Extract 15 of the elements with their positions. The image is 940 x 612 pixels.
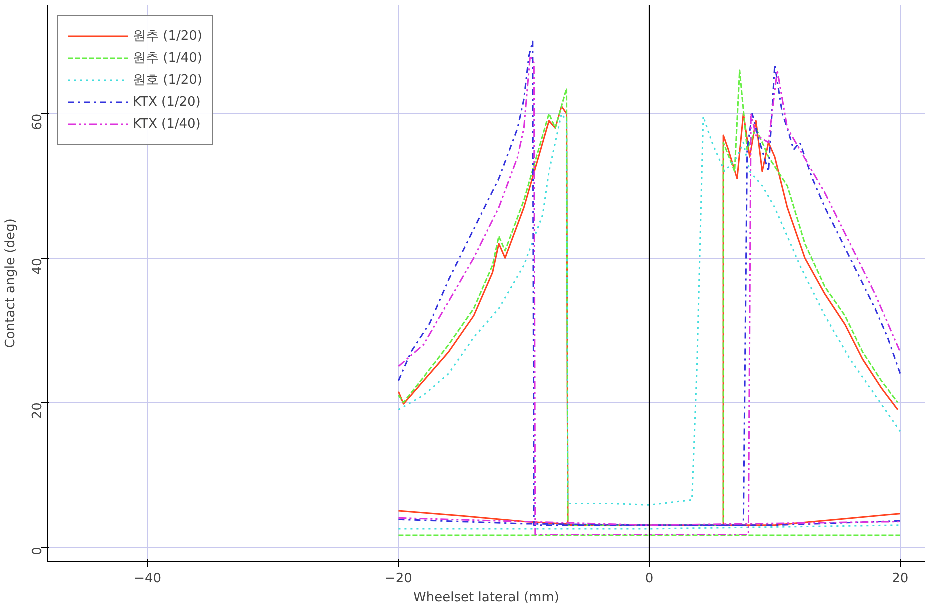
y-tick-label: 0: [30, 547, 46, 556]
y-tick-label: 20: [30, 402, 46, 420]
legend-label: KTX (1/40): [133, 116, 201, 132]
legend-label: 원추 (1/20): [133, 28, 202, 45]
y-tick-label: 40: [30, 258, 46, 275]
legend-label: KTX (1/20): [133, 94, 201, 110]
y-axis-title: Contact angle (deg): [4, 218, 18, 348]
x-tick-label: 20: [892, 572, 909, 586]
legend-label: 원호 (1/20): [133, 72, 202, 89]
x-axis-title: Wheelset lateral (mm): [414, 590, 560, 606]
y-tick-label: 60: [30, 114, 46, 130]
legend-label: 원추 (1/40): [133, 50, 202, 67]
x-tick-label: −40: [134, 572, 162, 586]
x-tick-label: 0: [645, 572, 654, 586]
x-tick-label: −20: [384, 572, 412, 586]
